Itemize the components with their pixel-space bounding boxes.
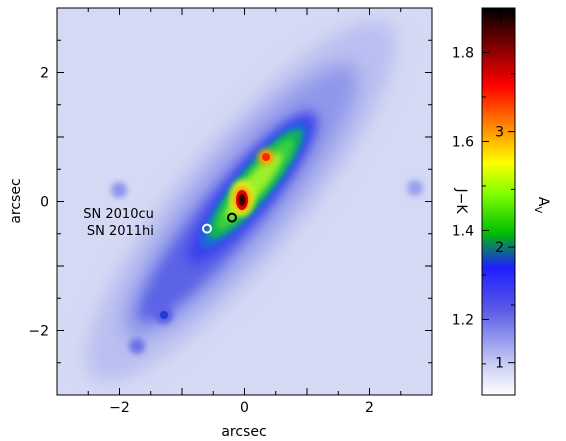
colorbar-left-tick-label: 1.4 [452, 223, 474, 239]
colorbar-left-tick-label: 1.2 [452, 312, 474, 328]
x-axis-ticks: −2 0 2 [56, 8, 433, 416]
colorbar-right-label-sub: V [532, 206, 543, 213]
colorbar-right-tick-label: 2 [495, 240, 504, 256]
x-axis-label: arcsec [221, 424, 266, 440]
y-tick-label: 2 [40, 66, 49, 82]
colorbar-left-tick-label: 1.8 [452, 45, 474, 61]
sn-markers: SN 2010cu SN 2011hi [83, 207, 237, 239]
x-tick-label: 0 [240, 400, 249, 416]
y-tick-label: 0 [40, 195, 49, 211]
colorbar-left-tick-label: 1.6 [452, 134, 474, 150]
sn-marker [202, 223, 212, 234]
y-tick-label: −2 [28, 324, 49, 340]
colorbar-right-tick-label: 4 [495, 9, 504, 25]
colorbar-right-tick-label: 3 [495, 125, 504, 141]
colorbar-right-label: AV [532, 197, 551, 214]
sn-marker [227, 212, 237, 223]
colorbar [482, 8, 515, 395]
colorbar-right-label-main: A [535, 197, 551, 207]
colorbar-left-ticks: 1.2 1.4 1.6 1.8 [452, 7, 489, 365]
y-axis-ticks: −2 0 2 [28, 7, 432, 396]
colorbar-right-tick-label: 1 [495, 356, 504, 372]
x-tick-label: −2 [109, 400, 130, 416]
y-axis-label: arcsec [8, 178, 24, 223]
colorbar-frame [481, 7, 516, 396]
x-tick-label: 2 [365, 400, 374, 416]
sn-label: SN 2010cu [83, 207, 154, 222]
colorbar-left-label: J−K [453, 187, 469, 214]
sn-label: SN 2011hi [87, 224, 154, 239]
colorbar-right-ticks: 1 2 3 4 [495, 9, 515, 372]
